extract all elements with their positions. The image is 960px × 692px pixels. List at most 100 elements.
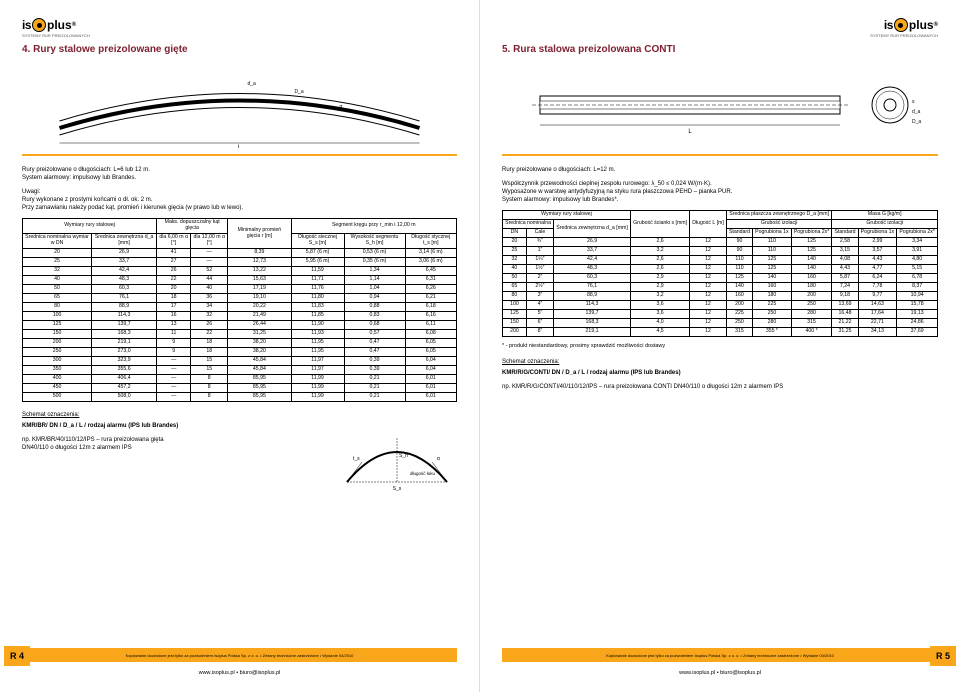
table-cell: 90 xyxy=(726,247,752,256)
table-row: 450457,2—885,9511,990,216,01 xyxy=(23,383,457,392)
table-cell: 6,08 xyxy=(405,330,456,339)
table-cell: 32 xyxy=(503,256,527,265)
table-cell: 125 xyxy=(726,274,752,283)
table-row: 321¼″42,42,6121101251404,084,434,80 xyxy=(503,256,938,265)
table-cell: 9 xyxy=(157,339,191,348)
table-cell: 38,20 xyxy=(228,339,291,348)
table-cell: 11,99 xyxy=(291,392,344,401)
table-cell: 2,6 xyxy=(630,256,689,265)
thr-p2b: Pogrubiona 2x* xyxy=(897,229,938,238)
table-cell: 34,13 xyxy=(858,327,897,336)
thr-p2a: Pogrubiona 2x* xyxy=(791,229,832,238)
table-cell: 280 xyxy=(753,319,792,328)
table-cell: 11,80 xyxy=(291,294,344,303)
table-cell: 11,95 xyxy=(291,348,344,357)
table-cell: 140 xyxy=(726,283,752,292)
table-cell: 6″ xyxy=(526,319,553,328)
table-cell: 48,3 xyxy=(554,265,631,274)
table-cell: 8,37 xyxy=(897,283,938,292)
table-cell: 85,95 xyxy=(228,392,291,401)
table-cell: 80 xyxy=(503,292,527,301)
footer-text-left: Kopiowanie dozwolone jest tylko za pozwo… xyxy=(26,653,453,658)
table-cell: 18 xyxy=(191,348,228,357)
table-row: 5060,3204017,1911,761,046,26 xyxy=(23,285,457,294)
footer-www-right: www.isoplus.pl • biuro@isoplus.pl xyxy=(480,670,960,676)
table-cell: 90 xyxy=(726,238,752,247)
table-cell: 6,31 xyxy=(405,276,456,285)
table-cell: 6,18 xyxy=(405,303,456,312)
page-number-right: R 5 xyxy=(930,646,956,666)
table-cell: 12,73 xyxy=(228,258,291,267)
conti-pipe-diagram: L s d_a D_a xyxy=(502,63,938,148)
table-cell: 9 xyxy=(157,348,191,357)
table-row: 502″60,32,9121251401605,876,246,78 xyxy=(503,274,938,283)
table-cell: 4,77 xyxy=(858,265,897,274)
table-cell: 110 xyxy=(753,238,792,247)
table-cell: 1½″ xyxy=(526,265,553,274)
footer-text-right: Kopiowanie dozwolone jest tylko za pozwo… xyxy=(506,653,934,658)
logo-reg: ® xyxy=(72,22,76,28)
table-cell: 6,04 xyxy=(405,356,456,365)
table-cell: 11,95 xyxy=(291,339,344,348)
table-cell: 11,76 xyxy=(291,285,344,294)
table-cell: 110 xyxy=(726,265,752,274)
table-cell: 300 xyxy=(23,356,92,365)
table-cell: 6,78 xyxy=(897,274,938,283)
table-cell: 12 xyxy=(690,238,727,247)
table-cell: 50 xyxy=(23,285,92,294)
table-cell: 4,43 xyxy=(858,256,897,265)
table-cell: 139,7 xyxy=(554,310,631,319)
table-cell: 52 xyxy=(191,267,228,276)
table-row: 150168,3112231,2511,930,576,08 xyxy=(23,330,457,339)
table-cell: 2,6 xyxy=(630,238,689,247)
table-cell: 22 xyxy=(157,276,191,285)
table-cell: 42,4 xyxy=(554,256,631,265)
table-cell: 17 xyxy=(157,303,191,312)
table-cell: 180 xyxy=(753,292,792,301)
table-cell: 40 xyxy=(503,265,527,274)
footer-bar-left: R 4 Kopiowanie dozwolone jest tylko za p… xyxy=(22,648,457,662)
table-cell: 2,6 xyxy=(630,265,689,274)
table-cell: 20 xyxy=(23,249,92,258)
table-cell: 13 xyxy=(157,321,191,330)
table-cell: 6,05 xyxy=(405,339,456,348)
table-cell: 3,57 xyxy=(858,247,897,256)
table-cell: 125 xyxy=(791,238,832,247)
table-cell: 2,9 xyxy=(630,274,689,283)
logo-reg-r: ® xyxy=(934,22,938,28)
table-cell: 200 xyxy=(726,301,752,310)
table-cell: 100 xyxy=(23,312,92,321)
thr-g1: Wymiary rury stalowej xyxy=(503,211,631,220)
table-cell: 5,15 xyxy=(897,265,938,274)
table-cell: 114,3 xyxy=(92,312,157,321)
table-row: 2026,941—8,395,87 (6 m)0,53 (6 m)3,14 (6… xyxy=(23,249,457,258)
thr-cale: Cale xyxy=(526,229,553,238)
table-row: 100114,3163221,4911,850,836,16 xyxy=(23,312,457,321)
logo-row-r: is plus ® xyxy=(502,18,938,32)
table-cell: 33,7 xyxy=(554,247,631,256)
table-cell: 22,71 xyxy=(858,319,897,328)
table-cell: 5″ xyxy=(526,310,553,319)
table-cell: 19,10 xyxy=(228,294,291,303)
table-cell: 6,01 xyxy=(405,392,456,401)
table-cell: 4,43 xyxy=(832,265,858,274)
table-cell: 18 xyxy=(191,339,228,348)
table-cell: 0,35 (6 m) xyxy=(344,258,405,267)
table-cell: 500 xyxy=(23,392,92,401)
table-cell: 20 xyxy=(157,285,191,294)
table-cell: 60,3 xyxy=(92,285,157,294)
thr-dn: DN xyxy=(503,229,527,238)
table-cell: 2″ xyxy=(526,274,553,283)
table-cell: 8 xyxy=(191,374,228,383)
table-cell: 350 xyxy=(23,365,92,374)
table-cell: 0,21 xyxy=(344,383,405,392)
svg-text:L: L xyxy=(238,145,242,148)
table-cell: 11,97 xyxy=(291,365,344,374)
thr-iz2: Grubość izolacji xyxy=(832,220,938,229)
table-cell: 11,99 xyxy=(291,383,344,392)
table-cell: 37,69 xyxy=(897,327,938,336)
table-cell: 110 xyxy=(726,256,752,265)
table-left: Wymiary rury stalowej Maks. dopuszczalny… xyxy=(22,218,457,401)
th-da: Średnica zewnętrzna d_a [mm] xyxy=(92,234,157,249)
table-cell: 168,3 xyxy=(554,319,631,328)
